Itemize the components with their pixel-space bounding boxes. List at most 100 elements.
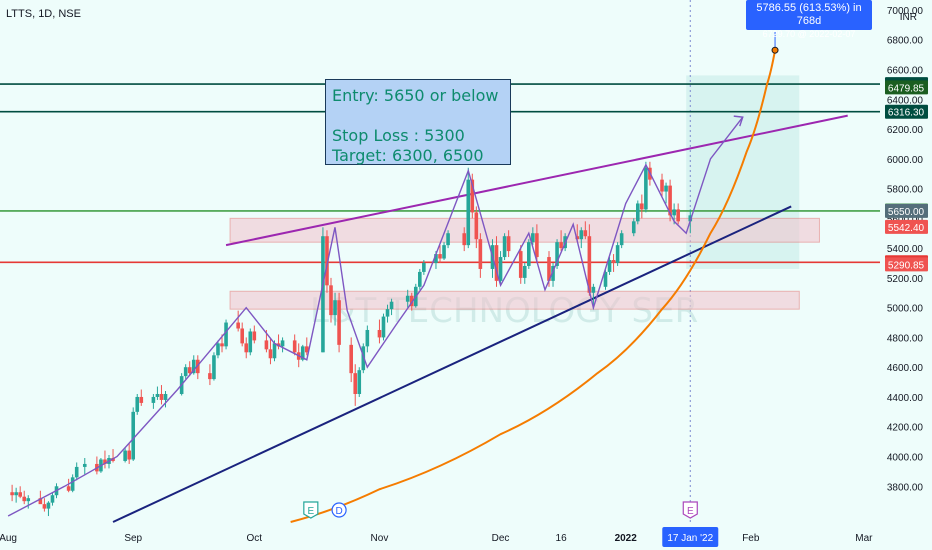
candle-body-29 <box>183 367 188 377</box>
candle-body-74 <box>446 233 450 246</box>
x-tick-label-4: Dec <box>492 533 510 544</box>
candle-body-90 <box>547 257 551 281</box>
candle-body-20 <box>127 450 131 460</box>
y-tick-label-10: 5600.00 <box>887 214 924 225</box>
candle-body-1 <box>14 492 18 496</box>
candle-body-30 <box>187 367 192 374</box>
x-tick-label-5: 16 <box>556 533 568 544</box>
candle-body-112 <box>668 185 672 216</box>
candle-body-59 <box>357 370 362 394</box>
candle-body-104 <box>619 233 624 246</box>
stop-loss-text: Stop Loss : 5300 <box>332 126 465 145</box>
candle-body-89 <box>535 233 539 258</box>
y-tick-label-6: 4800.00 <box>887 333 924 344</box>
event-marker-shape-2 <box>682 501 698 519</box>
candle-body-43 <box>264 340 269 350</box>
candle-body-38 <box>236 322 240 329</box>
candle-body-51 <box>304 346 309 353</box>
candle-body-2 <box>18 492 22 497</box>
trade-note[interactable]: Entry: 5650 or below Stop Loss : 5300 Ta… <box>325 79 511 165</box>
supply-zone-1 <box>229 290 800 310</box>
candle-body-36 <box>220 343 224 347</box>
y-tick-label-5: 4600.00 <box>887 363 924 374</box>
event-marker-0: E <box>303 501 319 519</box>
candle-body-58 <box>353 373 358 394</box>
candle-body-78 <box>474 212 479 240</box>
candle-body-27 <box>163 393 168 400</box>
candle-body-111 <box>664 185 668 192</box>
candle-body-53 <box>325 236 329 286</box>
candle-body-24 <box>151 396 156 403</box>
support-trendline <box>112 205 792 523</box>
candle-body-60 <box>361 346 366 371</box>
measure-tooltip: 5786.55 (613.53%) in 768d 6729.70 @ 2022… <box>746 0 872 39</box>
candle-body-41 <box>248 331 253 353</box>
y-tick-label-15: 6600.00 <box>887 65 924 76</box>
candle-body-101 <box>607 260 612 272</box>
candle-body-100 <box>603 271 608 287</box>
projection-sketch <box>7 116 744 517</box>
event-marker-label-0: E <box>307 506 314 517</box>
y-tick-label-2: 4000.00 <box>887 453 924 464</box>
event-marker-1: D <box>331 502 347 518</box>
candle-body-86 <box>522 265 527 278</box>
event-marker-shape-0 <box>303 501 319 519</box>
candle-body-106 <box>635 203 640 222</box>
candle-body-107 <box>640 203 644 210</box>
candle-body-115 <box>688 215 693 222</box>
candle-body-23 <box>139 396 144 403</box>
candle-body-33 <box>208 373 212 380</box>
y-tick-label-9: 5400.00 <box>887 244 924 255</box>
candle-body-35 <box>216 343 220 356</box>
candle-body-67 <box>409 295 414 307</box>
event-marker-2: E <box>682 501 698 519</box>
candle-body-99 <box>591 286 596 293</box>
candle-body-103 <box>615 245 620 263</box>
candle-body-91 <box>551 265 555 281</box>
supply-zone-0 <box>229 217 820 243</box>
candle-body-39 <box>240 328 245 344</box>
candle-body-7 <box>46 502 51 509</box>
candle-body-21 <box>131 411 136 460</box>
candle-body-47 <box>280 340 285 347</box>
candle-body-75 <box>462 233 467 246</box>
y-tick-label-8: 5200.00 <box>887 274 924 285</box>
candle-body-87 <box>527 242 531 266</box>
price-label-1: 6479.85 <box>888 83 925 94</box>
candle-body-34 <box>212 355 216 380</box>
y-tick-label-11: 5800.00 <box>887 185 924 196</box>
candle-body-57 <box>349 344 353 374</box>
candle-body-37 <box>224 322 228 347</box>
x-tick-label-0: Aug <box>0 533 17 544</box>
candle-body-42 <box>252 331 257 341</box>
target-text: Target: 6300, 6500 <box>332 146 484 165</box>
y-tick-label-3: 4200.00 <box>887 423 924 434</box>
candle-body-12 <box>74 466 79 478</box>
candle-body-97 <box>583 230 588 237</box>
event-marker-label-2: E <box>687 506 694 517</box>
x-tick-label-3: Nov <box>371 533 389 544</box>
curve-endpoint <box>771 46 779 54</box>
candle-body-54 <box>329 285 333 316</box>
resistance-trendline <box>225 114 848 247</box>
candle-body-50 <box>300 346 305 360</box>
candle-body-8 <box>50 495 55 503</box>
candle-body-64 <box>385 309 390 317</box>
candle-body-16 <box>103 459 107 464</box>
candle-body-3 <box>22 496 27 502</box>
candle-body-55 <box>333 300 337 316</box>
candle-body-93 <box>559 242 563 249</box>
candle-body-83 <box>502 236 507 258</box>
price-label-5: 5542.40 <box>888 223 925 234</box>
x-tick-label-1: Sep <box>124 533 142 544</box>
time-axis-bg <box>0 522 932 550</box>
price-label-bg-2 <box>885 104 928 119</box>
candle-body-62 <box>377 329 382 338</box>
x-tick-label-6: 2022 <box>615 533 638 544</box>
symbol-title[interactable]: LTTS, 1D, NSE <box>6 8 81 20</box>
entry-text: Entry: 5650 or below <box>332 86 499 105</box>
price-label-4: 5650.00 <box>888 207 925 218</box>
candle-body-69 <box>418 271 422 287</box>
